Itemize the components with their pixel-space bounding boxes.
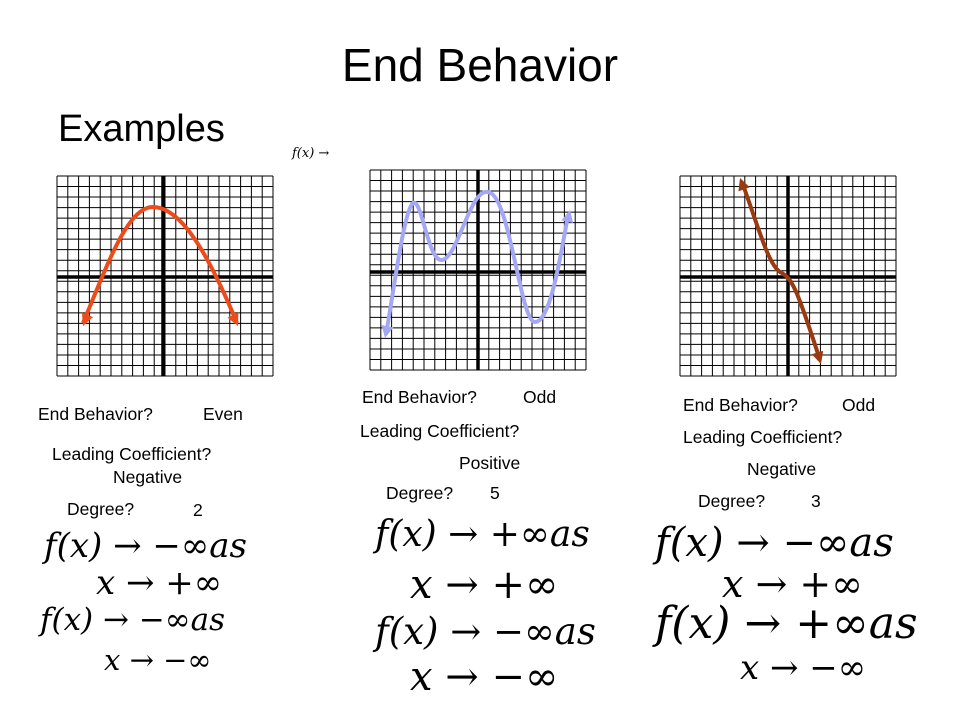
graph-2-curve [384,190,570,335]
ex3-right-x: x → +∞ [722,562,863,606]
ex3-degree-value: 3 [811,491,821,511]
ex2-degree-value: 5 [490,483,500,503]
ex3-leading-coeff-label: Leading Coefficient? [683,427,843,447]
graph-2-left-arrowhead [381,325,394,338]
ex2-degree-label: Degree? [386,483,454,503]
ex2-leading-coeff-value: Positive [459,453,521,473]
graph-3-right-arrowhead [811,350,824,364]
ex2-leading-coeff-label: Leading Coefficient? [360,421,520,441]
ex3-end-behavior-label: End Behavior? [683,395,798,415]
graph-example-2 [369,169,587,371]
ex2-right-x: x → +∞ [410,562,559,608]
ex3-leading-coeff-value: Negative [747,459,817,479]
ex2-end-behavior-label: End Behavior? [362,387,477,407]
ex1-end-behavior-label: End Behavior? [38,404,153,424]
graph-1-right-arrowhead [227,312,239,326]
ex1-left-x: x → −∞ [104,643,212,677]
graph-1-curve [81,204,239,324]
ex2-left-f: f(x) → −∞as [375,610,596,653]
ex3-degree-label: Degree? [698,491,766,511]
header-math: f(x) → [292,146,330,161]
ex2-left-x: x → −∞ [410,654,559,700]
ex1-right-x: x → +∞ [96,563,223,603]
ex1-end-behavior-value: Even [203,404,243,424]
graph-3-left-arrowhead [738,178,750,192]
ex1-degree-label: Degree? [67,499,135,519]
graph-3-curve [740,181,822,361]
graph-1-left-arrowhead [81,312,94,326]
graph-2-right-arrowhead [561,210,574,224]
ex3-end-behavior-value: Odd [842,395,876,415]
slide-subtitle: Examples [58,108,225,150]
ex2-right-f: f(x) → +∞as [375,514,590,555]
ex3-left-f: f(x) → +∞as [655,598,918,649]
ex1-degree-value: 2 [193,500,203,520]
slide-title: End Behavior [341,39,619,91]
ex1-leading-coeff-value: Negative [113,467,183,487]
ex1-right-f: f(x) → −∞as [44,526,247,566]
ex1-leading-coeff-label: Leading Coefficient? [52,444,212,464]
ex1-left-f: f(x) → −∞as [40,602,226,638]
ex2-end-behavior-value: Odd [523,387,557,407]
ex3-right-f: f(x) → −∞as [655,520,894,566]
graph-example-1 [56,175,274,377]
ex3-left-x: x → −∞ [740,648,867,688]
graph-example-3 [679,175,897,377]
